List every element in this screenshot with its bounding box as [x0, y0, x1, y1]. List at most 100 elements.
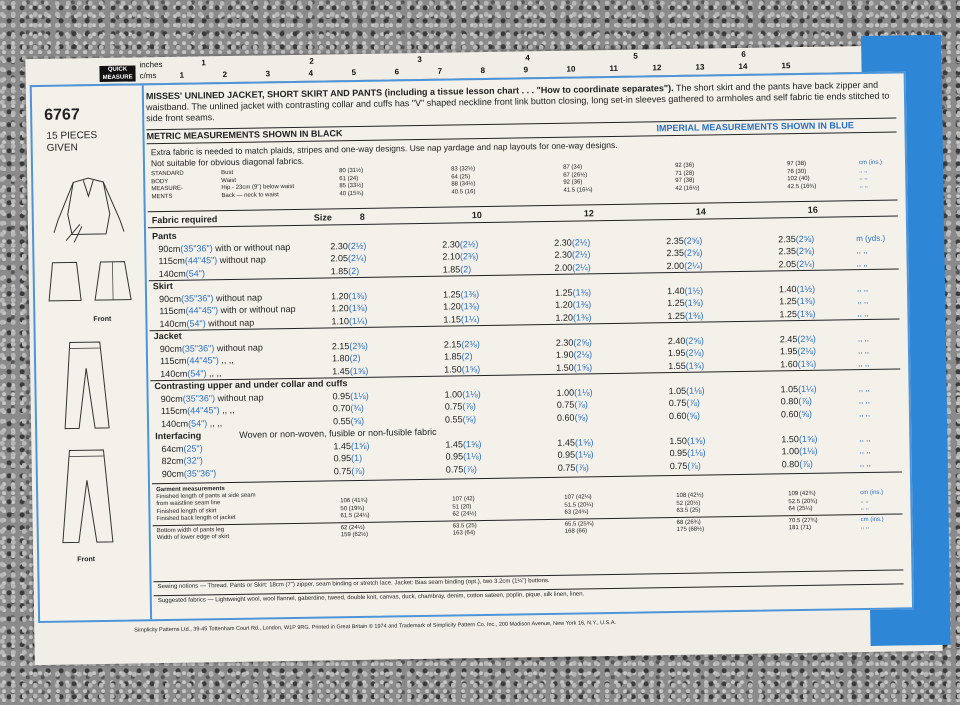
fabric-amount: 0.95(1⅛) [557, 449, 593, 460]
fabric-amount-metric: 1.50 [444, 363, 462, 375]
fabric-width-imperial: (44"45") [187, 405, 220, 416]
fabric-amount: 0.80(⅞) [782, 458, 813, 468]
body-measure-value: 80 (31½) [339, 167, 364, 175]
fabric-amount: 2.30(2½) [330, 240, 366, 251]
size-header: 8 [359, 211, 365, 222]
fabric-amount-imperial: (⅞) [351, 465, 365, 476]
fabric-amount-imperial: (1⅜) [796, 295, 816, 307]
fabric-amount-metric: 2.30 [554, 237, 572, 248]
fabric-amount-metric: 0.55 [444, 413, 463, 425]
fabric-amount-imperial: (1⅝) [462, 438, 482, 449]
garment-title: Garment measurements [156, 486, 225, 494]
garment-unit: ,, ,, [860, 504, 869, 512]
fabric-amount-imperial: (1⅛) [686, 385, 705, 396]
fabric-amount-metric: 0.75 [444, 401, 463, 412]
fabric-amount-metric: 1.85 [442, 263, 461, 275]
fabric-amount-metric: 1.45 [557, 437, 575, 448]
fabric-unit: ,, ,, [858, 395, 870, 406]
body-measure-value: 85 (33½) [339, 182, 364, 190]
fabric-amount: 1.50(1⅝) [556, 362, 592, 373]
fabric-amount: 1.20(1⅜) [331, 290, 367, 301]
garment-value: 52 (20½) [676, 500, 701, 507]
fabric-unit: ,, ,, [858, 383, 870, 393]
fabric-amount: 2.05(2¼) [330, 253, 366, 264]
divider [147, 199, 898, 213]
garment-value: 181 (71) [788, 524, 812, 532]
fabric-section-title: Jacket [153, 330, 182, 342]
fabric-amount-metric: 0.60 [668, 410, 687, 421]
fabric-amount: 1.15(1¼) [443, 314, 479, 325]
ruler-cm-mark: 14 [738, 61, 748, 71]
pieces-count: 15 PIECES [46, 130, 98, 142]
fabric-amount-metric: 0.75 [557, 462, 576, 473]
fabric-width-imperial: (44"45") [185, 305, 219, 316]
fabric-amount-metric: 0.95 [333, 453, 352, 464]
fabric-amount-metric: 0.60 [780, 408, 799, 419]
size-header: 14 [695, 206, 706, 217]
fabric-nap: ,, ,, [218, 354, 234, 366]
fabric-nap: without nap [214, 391, 264, 403]
fabric-amount-metric: 1.45 [445, 438, 464, 450]
fabric-amount-metric: 0.75 [445, 463, 464, 475]
ruler-inch-marks: 1 2 3 4 5 6 [71, 48, 861, 68]
fabric-amount: 2.40(2⅝) [668, 335, 704, 346]
fabric-amount-imperial: (2⅝) [573, 336, 592, 348]
fabric-amount: 2.35(2⅝) [666, 248, 702, 259]
fabric-amount-metric: 2.15 [443, 338, 462, 350]
ruler-cm-mark: 2 [222, 70, 228, 80]
fabric-amount: 1.05(1¼) [780, 383, 816, 394]
fabric-unit: ,, ,, [859, 458, 871, 468]
fabric-amount: 0.95(1⅛) [446, 451, 482, 462]
fabric-amount: 1.45(1⅝) [557, 437, 593, 448]
fabric-amount: 2.30(2⅝) [556, 337, 592, 348]
garment-value: 62 (24½) [452, 511, 477, 518]
body-measure-value: 97 (38) [786, 160, 807, 168]
body-measure-value: 97 (38) [675, 177, 695, 184]
fabric-amount: 0.60(⅝) [669, 410, 700, 420]
fabric-amount: 1.10(1¼) [331, 315, 367, 326]
fabric-amount-metric: 1.00 [781, 446, 800, 457]
pattern-description: MISSES' UNLINED JACKET, SHORT SKIRT AND … [146, 79, 896, 124]
body-measure-label-line: MENTS [151, 193, 173, 200]
fabric-amount: 2.10(2⅜) [442, 251, 478, 262]
garment-value: 109 (42¾) [788, 490, 816, 498]
fabric-width-imperial: (54") [187, 367, 207, 379]
fabric-amount-metric: 1.55 [668, 360, 686, 371]
fabric-amount-imperial: (⅞) [798, 395, 812, 407]
fabric-amount-imperial: (2⅜) [461, 338, 480, 349]
garment-row-label: Finished length of skirt [156, 507, 217, 515]
fabric-amount-imperial: (2¼) [347, 252, 367, 264]
fabric-row-label: 90cm(35"36") [162, 468, 217, 479]
fabric-amount-metric: 0.55 [332, 415, 351, 426]
fabric-amount-imperial: (1⅛) [462, 388, 481, 399]
divider [151, 471, 902, 485]
ruler-inch-mark: 1 [201, 58, 206, 68]
fabric-width: 115cm [158, 255, 185, 267]
fabric-amount-imperial: (1⅜) [348, 290, 368, 301]
fabric-amount-metric: 1.45 [332, 365, 350, 376]
ruler-inch-mark: 3 [417, 54, 422, 65]
fabric-amount-imperial: (⅝) [462, 413, 477, 424]
fabric-amount: 0.75(⅞) [334, 465, 365, 475]
fabric-amount-imperial: (1⅜) [684, 310, 704, 321]
fabric-amount: 0.95(1) [334, 453, 363, 463]
front-label-pants: Front [77, 556, 96, 564]
fabric-amount-metric: 1.50 [556, 362, 574, 373]
fabric-amount-metric: 1.25 [667, 310, 686, 321]
body-measure-label: STANDARD BODY MEASURE- MENTS [151, 170, 211, 201]
fabric-amount-metric: 1.05 [780, 383, 799, 394]
garment-value: 63.5 (25) [452, 522, 477, 530]
fabric-amount-imperial: (2¼) [796, 258, 815, 269]
fabric-row-label: 90cm(35"36") without nap [160, 342, 263, 354]
fabric-width: 115cm [160, 405, 188, 417]
size-header: 16 [807, 204, 818, 215]
ruler-cm-mark: 10 [566, 64, 576, 74]
fabric-row-label: 115cm(44"45") ,, ,, [161, 405, 235, 416]
fabric-width: 115cm [159, 305, 186, 317]
fabric-amount-imperial: (1⅛) [574, 386, 593, 398]
garment-subtitle: Finished length of pants at side seam [156, 492, 256, 501]
fabric-amount: 0.95(1⅛) [333, 390, 369, 401]
fabric-width: 90cm [160, 393, 183, 404]
fabric-amount: 2.35(2⅝) [778, 246, 814, 257]
fabric-row-label: 64cm(25") [161, 443, 202, 454]
